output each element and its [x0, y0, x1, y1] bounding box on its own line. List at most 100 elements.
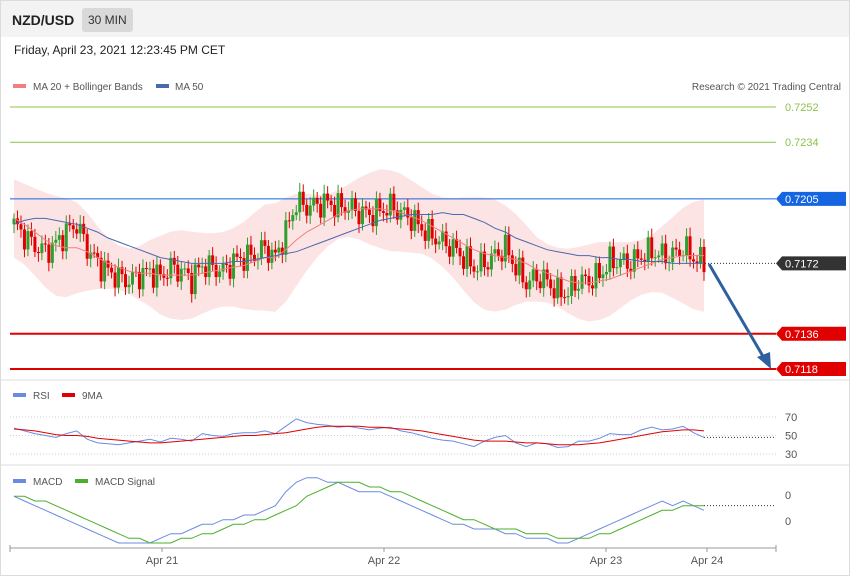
macd-tick-label: 0 — [785, 490, 791, 502]
candle-body — [629, 268, 633, 272]
candle — [566, 287, 570, 306]
candle — [420, 215, 424, 237]
candle-body — [235, 253, 239, 257]
candle — [183, 263, 187, 277]
candle — [702, 239, 706, 281]
candle — [601, 265, 605, 287]
rsi-ma-legend-swatch — [62, 393, 75, 397]
rsi-tick-label: 30 — [785, 449, 797, 461]
candle — [535, 264, 539, 291]
candle-body — [82, 223, 86, 235]
candle — [151, 259, 155, 294]
candle-body — [545, 269, 549, 280]
candle — [462, 250, 466, 276]
candle — [531, 261, 535, 288]
candle — [367, 202, 371, 223]
candle — [444, 222, 448, 254]
candle — [40, 235, 44, 261]
candle — [406, 198, 410, 226]
candle-body — [409, 217, 413, 231]
candle-body — [312, 197, 316, 206]
candle — [127, 275, 131, 294]
candle-body — [340, 193, 344, 208]
candle — [493, 240, 497, 263]
candle — [496, 242, 500, 261]
candle — [423, 223, 427, 250]
candle-body — [671, 247, 675, 263]
level-tag-support — [776, 326, 846, 341]
candle-body — [570, 275, 574, 296]
candle-body — [113, 272, 117, 288]
candle-body — [190, 272, 194, 295]
candle-body — [524, 282, 528, 290]
candle — [674, 238, 678, 256]
candle-body — [347, 210, 351, 213]
rsi-ma-line — [13, 425, 705, 446]
price-levels: 0.7252 0.7234 0.7205 0.7172 0.7136 0.7118 — [10, 102, 846, 376]
candle-body — [218, 271, 222, 278]
candle-body — [448, 246, 452, 257]
ma50-legend-swatch — [156, 84, 169, 88]
candle-body — [462, 256, 466, 269]
ma50-legend-label: MA 50 — [175, 82, 204, 93]
level-label-pivot: 0.7205 — [785, 194, 819, 206]
candle — [103, 251, 107, 290]
candle-body — [664, 243, 668, 264]
candle-body — [221, 263, 225, 272]
candle — [395, 201, 399, 225]
level-label-support: 0.7136 — [785, 329, 819, 341]
candle — [360, 198, 364, 231]
candle — [521, 250, 525, 289]
candle-body — [388, 193, 392, 216]
candle-body — [563, 297, 567, 299]
ma20-line — [13, 208, 704, 284]
candle — [225, 254, 229, 273]
candle — [158, 259, 162, 281]
candle-body — [22, 229, 26, 250]
candle-body — [127, 284, 131, 288]
candle — [343, 199, 347, 220]
macd-signal-legend-swatch — [75, 479, 88, 483]
macd-legend: MACD MACD Signal — [13, 477, 155, 488]
candle — [573, 269, 577, 298]
candle — [556, 269, 560, 304]
macd-signal-line — [14, 481, 704, 544]
macd-legend-label: MACD — [33, 477, 62, 488]
candle — [646, 230, 650, 269]
candle — [245, 237, 249, 279]
forecast-arrow-head — [757, 352, 771, 369]
candle — [340, 187, 344, 216]
candle-body — [507, 234, 511, 256]
candle — [54, 231, 58, 252]
candle-body — [183, 268, 187, 270]
candle-body — [385, 212, 389, 216]
candle — [374, 191, 378, 235]
candle — [329, 194, 333, 212]
candle-body — [280, 247, 284, 255]
timeframe-badge[interactable]: 30 MIN — [82, 8, 133, 32]
candle-body — [580, 274, 584, 289]
candle-body — [493, 249, 497, 254]
candle-body — [343, 207, 347, 213]
candle-body — [33, 236, 37, 252]
candle-body — [99, 257, 103, 282]
candle — [22, 222, 26, 258]
candle — [430, 210, 434, 246]
candle-body — [702, 246, 706, 273]
candle — [671, 240, 675, 271]
candle-body — [106, 260, 110, 268]
candle — [615, 258, 619, 275]
candle-body — [475, 271, 479, 273]
candle — [514, 256, 518, 282]
rsi-legend-label: RSI — [33, 391, 50, 402]
candle-body — [57, 235, 61, 240]
candle — [333, 196, 337, 226]
candle-body — [137, 271, 141, 290]
candle-body — [496, 249, 500, 256]
candle — [130, 264, 134, 294]
candle-body — [542, 269, 546, 289]
ma50-line — [13, 212, 704, 264]
candle — [608, 241, 612, 280]
candle-body — [430, 218, 434, 239]
candle-body — [43, 243, 47, 245]
